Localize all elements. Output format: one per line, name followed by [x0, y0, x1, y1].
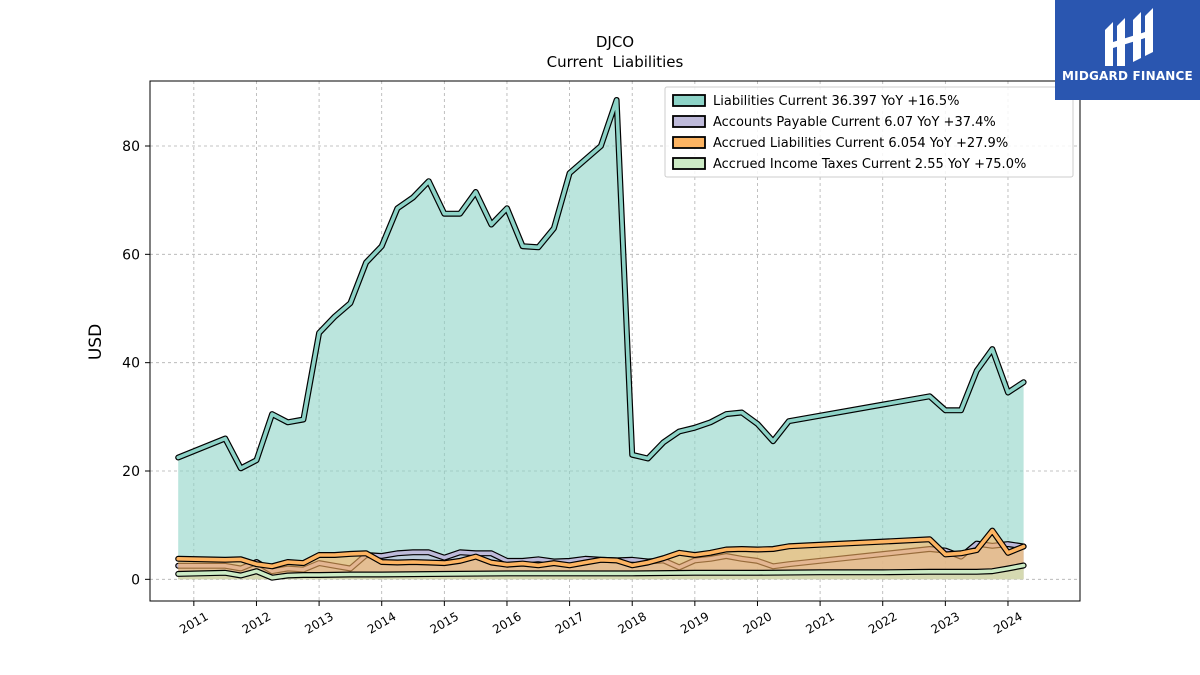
x-tick-label: 2015: [428, 609, 461, 636]
brand-name: MIDGARD FINANCE: [1062, 69, 1193, 83]
legend-label: Accounts Payable Current 6.07 YoY +37.4%: [713, 115, 996, 130]
x-tick-label: 2018: [615, 609, 648, 636]
y-tick-label: 40: [122, 356, 140, 372]
chart-title: DJCO: [596, 33, 634, 51]
legend-swatch: [672, 115, 706, 128]
x-tick-label: 2024: [991, 609, 1024, 636]
x-axis: 2011 2012 2013 2014 2015 2016 2017 2018 2019 2020…: [177, 601, 1025, 637]
y-tick-label: 20: [122, 464, 140, 480]
brand-logo: MIDGARD FINANCE: [1055, 0, 1200, 100]
series-3: [175, 562, 1027, 581]
x-tick-label: 2014: [365, 609, 398, 636]
series-area: [178, 530, 1024, 580]
x-tick-label: 2011: [177, 609, 210, 636]
legend-box: [664, 86, 1074, 178]
legend: Liabilities Current 36.397 YoY +16.5% Acc…: [664, 86, 1074, 178]
series-layer: [175, 97, 1027, 581]
plot-frame: [149, 80, 1081, 602]
x-tick-label: 2019: [678, 609, 711, 636]
y-tick-label: 80: [122, 139, 140, 155]
chart-subtitle: Current Liabilities: [547, 53, 684, 71]
x-tick-label: 2021: [803, 609, 836, 636]
y-tick-label: 0: [131, 572, 140, 588]
series-line: [176, 563, 1026, 580]
series-0: [175, 97, 1027, 580]
x-tick-label: 2023: [929, 609, 962, 636]
legend-label: Accrued Liabilities Current 6.054 YoY +2…: [713, 136, 1008, 151]
x-tick-label: 2017: [553, 609, 586, 636]
series-2: [175, 527, 1027, 580]
x-tick-label: 2012: [240, 609, 273, 636]
legend-swatch: [672, 157, 706, 170]
legend-swatch: [672, 136, 706, 149]
y-axis-label: USD: [86, 324, 106, 360]
x-tick-label: 2013: [302, 609, 335, 636]
legend-label: Accrued Income Taxes Current 2.55 YoY +7…: [713, 157, 1026, 172]
legend-swatch: [672, 94, 706, 107]
x-tick-label: 2022: [866, 609, 899, 636]
x-tick-label: 2016: [490, 609, 523, 636]
x-tick-label: 2020: [741, 609, 774, 636]
y-tick-label: 60: [122, 247, 140, 263]
legend-label: Liabilities Current 36.397 YoY +16.5%: [713, 94, 960, 109]
series-line: [176, 528, 1026, 569]
series-line: [176, 98, 1026, 471]
midgard-logo-icon: [1105, 8, 1153, 66]
y-axis: 0 20 40 60 80: [122, 139, 150, 588]
series-area: [178, 100, 1024, 580]
